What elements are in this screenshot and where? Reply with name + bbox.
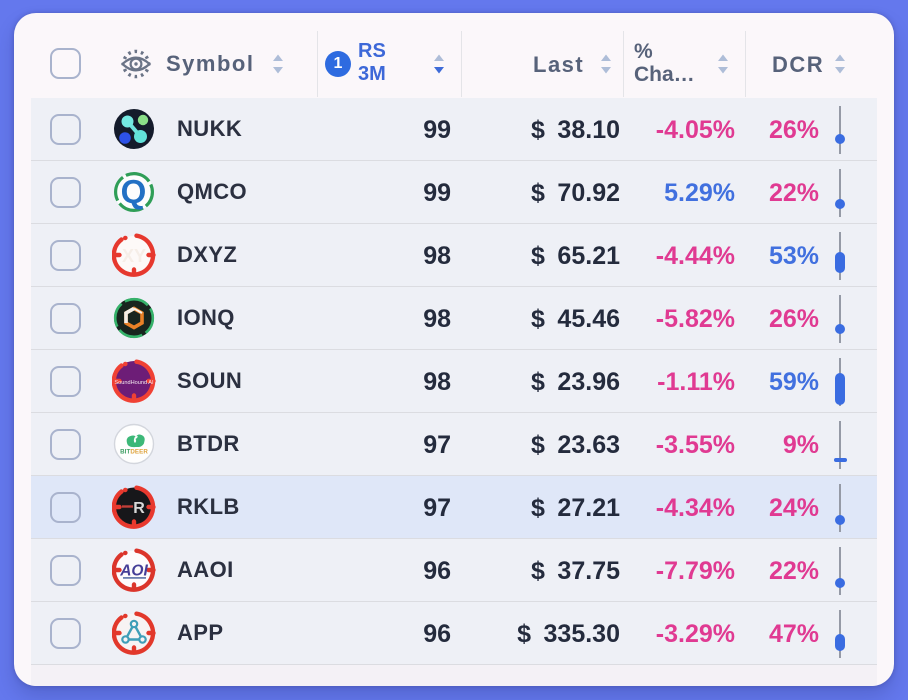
- svg-text:AOI: AOI: [119, 563, 148, 580]
- svg-text:XY: XY: [122, 246, 146, 266]
- svg-text:BITDEER: BITDEER: [120, 449, 148, 456]
- svg-text:Q: Q: [121, 173, 147, 210]
- svg-text:SoundHound AI: SoundHound AI: [114, 380, 154, 386]
- svg-text:R: R: [133, 500, 145, 517]
